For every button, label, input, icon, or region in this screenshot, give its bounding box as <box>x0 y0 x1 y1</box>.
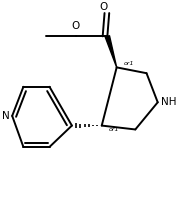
Text: O: O <box>71 21 80 31</box>
Polygon shape <box>105 36 117 67</box>
Text: NH: NH <box>161 97 176 107</box>
Text: O: O <box>99 2 108 12</box>
Text: N: N <box>2 111 9 121</box>
Text: or1: or1 <box>124 61 135 66</box>
Text: or1: or1 <box>109 127 120 132</box>
